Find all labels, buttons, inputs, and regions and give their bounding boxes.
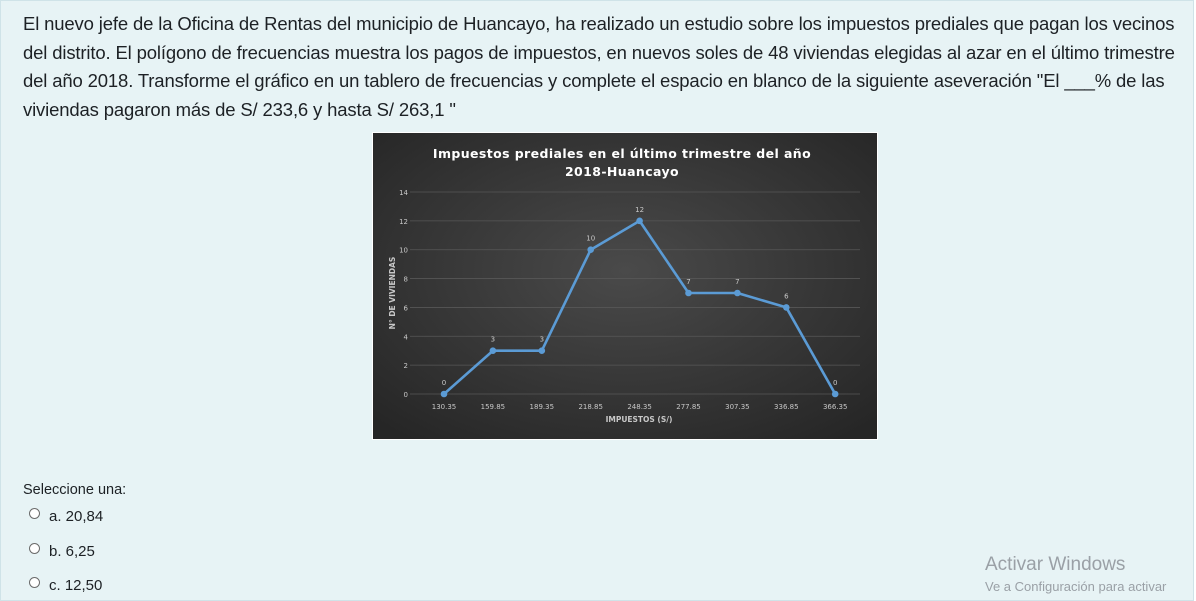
option-c[interactable]: c. 12,50 — [29, 577, 102, 594]
y-tick-label: 2 — [404, 362, 408, 370]
chart-svg: Impuestos prediales en el último trimest… — [373, 133, 877, 439]
x-tick-label: 336.85 — [774, 403, 799, 411]
y-tick-label: 10 — [399, 247, 408, 255]
option-a[interactable]: a. 20,84 — [29, 508, 103, 525]
x-tick-label: 248.35 — [627, 403, 652, 411]
option-b-label: b. 6,25 — [49, 543, 95, 560]
chart-title-line: 2018-Huancayo — [565, 164, 679, 179]
x-tick-label: 130.35 — [432, 403, 457, 411]
x-tick-label: 218.85 — [578, 403, 603, 411]
option-a-label: a. 20,84 — [49, 508, 104, 525]
option-c-radio[interactable] — [29, 577, 40, 588]
y-tick-label: 14 — [399, 189, 408, 197]
frequency-polygon-chart: Impuestos prediales en el último trimest… — [372, 132, 878, 440]
data-label: 6 — [784, 292, 789, 300]
chart-background — [373, 133, 877, 439]
chart-title-line: Impuestos prediales en el último trimest… — [433, 146, 811, 161]
data-label: 3 — [540, 336, 544, 344]
option-c-label: c. 12,50 — [49, 577, 103, 594]
windows-activation-watermark: Activar Windows Ve a Configuración para … — [985, 553, 1166, 596]
y-tick-label: 8 — [404, 276, 408, 284]
option-a-radio[interactable] — [29, 508, 40, 519]
data-point — [489, 347, 497, 355]
select-prompt: Seleccione una: — [23, 482, 127, 498]
option-b[interactable]: b. 6,25 — [29, 543, 95, 560]
x-tick-label: 366.35 — [823, 403, 848, 411]
data-point — [538, 347, 546, 355]
data-point — [587, 246, 594, 254]
y-tick-label: 12 — [399, 218, 408, 226]
y-tick-label: 4 — [404, 333, 409, 341]
x-tick-label: 159.85 — [481, 403, 506, 411]
data-label: 12 — [635, 206, 644, 214]
data-label: 3 — [491, 336, 495, 344]
data-label: 0 — [833, 379, 837, 387]
watermark-title: Activar Windows — [985, 554, 1126, 575]
x-tick-label: 189.35 — [530, 403, 555, 411]
data-point — [636, 217, 643, 225]
data-point — [440, 390, 448, 398]
data-point — [831, 390, 839, 398]
y-tick-label: 0 — [404, 391, 408, 399]
data-point — [783, 304, 790, 311]
data-label: 0 — [442, 379, 446, 387]
x-tick-label: 307.35 — [725, 403, 750, 411]
data-label: 7 — [686, 278, 690, 286]
option-b-radio[interactable] — [29, 543, 40, 554]
data-point — [734, 289, 741, 297]
data-label: 10 — [586, 235, 595, 243]
y-tick-label: 6 — [404, 304, 409, 312]
x-tick-label: 277.85 — [676, 403, 701, 411]
y-axis-label: N° DE VIVIENDAS — [388, 257, 397, 330]
question-text: El nuevo jefe de la Oficina de Rentas de… — [23, 13, 1175, 120]
data-point — [685, 289, 692, 297]
x-axis-label: IMPUESTOS (S/) — [606, 415, 673, 424]
watermark-subtitle: Ve a Configuración para activar — [985, 579, 1167, 594]
data-label: 7 — [735, 278, 739, 286]
